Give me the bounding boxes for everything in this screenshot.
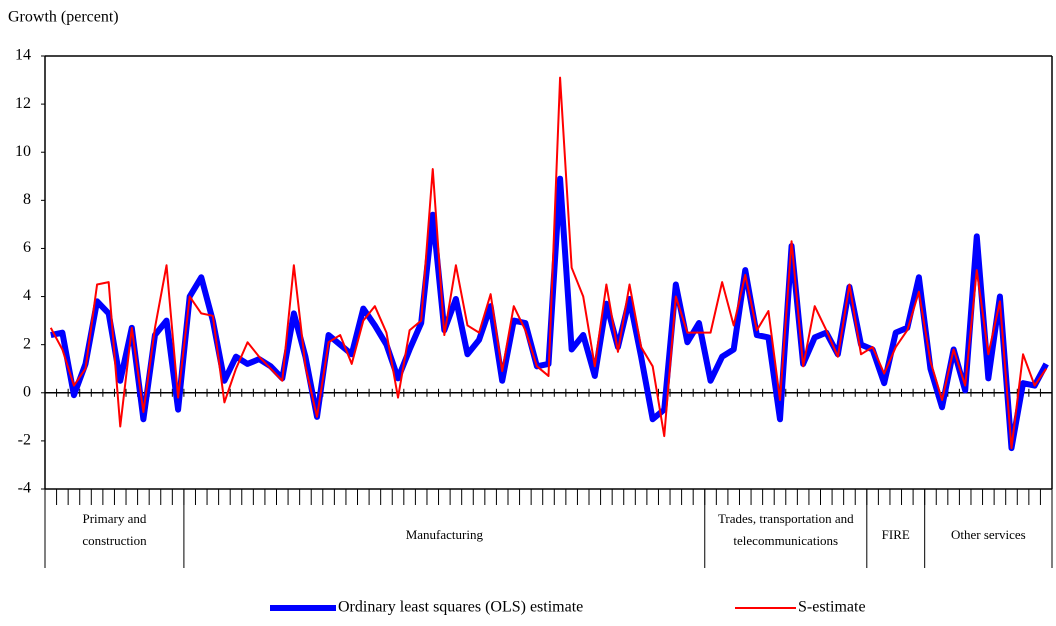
group-label: Trades, transportation and	[718, 511, 854, 526]
y-tick-label: 10	[15, 143, 31, 160]
group-label: telecommunications	[733, 533, 838, 548]
legend-label: Ordinary least squares (OLS) estimate	[338, 599, 583, 616]
group-label: construction	[82, 533, 147, 548]
y-tick-label: 4	[23, 287, 31, 304]
group-label: FIRE	[882, 527, 910, 542]
y-tick-label: 2	[23, 335, 31, 352]
y-tick-label: 12	[15, 95, 31, 112]
y-tick-label: -2	[18, 432, 31, 449]
series-line	[49, 76, 1048, 450]
y-tick-label: 14	[15, 47, 31, 64]
y-tick-label: 0	[23, 383, 31, 400]
y-tick-label: -4	[18, 480, 31, 497]
y-axis-title: Growth (percent)	[8, 9, 119, 26]
group-label: Primary and	[82, 511, 146, 526]
group-label: Other services	[951, 527, 1026, 542]
legend-label: S-estimate	[798, 599, 866, 616]
y-tick-label: 6	[23, 239, 31, 256]
y-tick-label: 8	[23, 191, 31, 208]
group-label: Manufacturing	[406, 527, 484, 542]
